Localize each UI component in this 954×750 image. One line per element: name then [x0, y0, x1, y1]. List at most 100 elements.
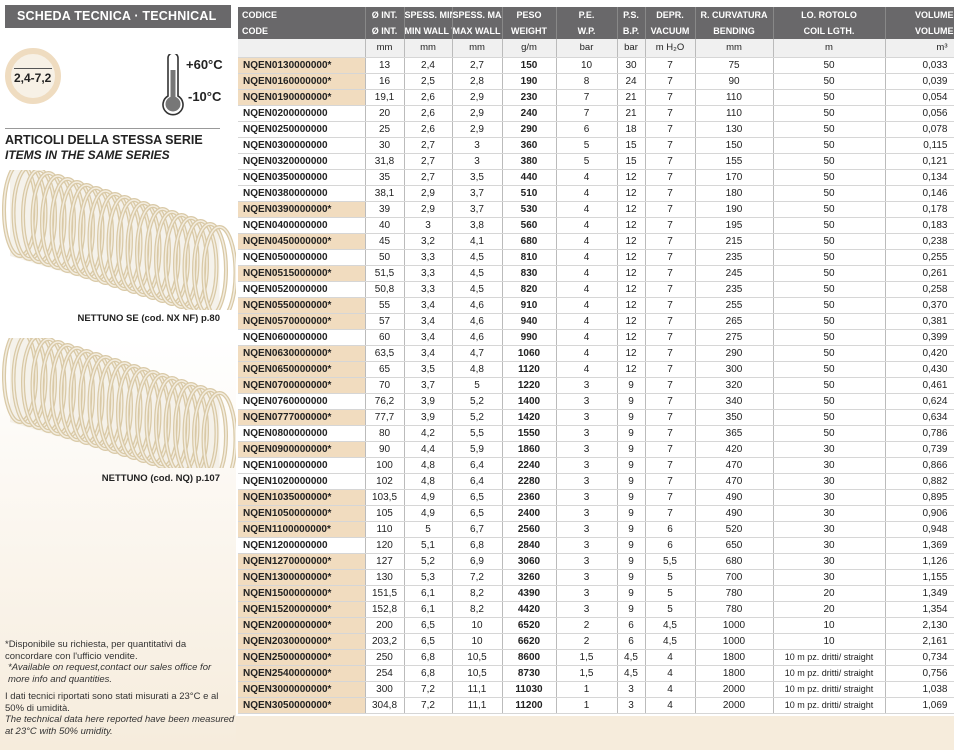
data-cell: 5,5: [645, 553, 696, 570]
data-cell: 820: [502, 281, 557, 298]
data-cell: 4: [556, 313, 618, 330]
table-row: NQEN0500000000 50 3,3 4,5 810 4 12 7 235 50 0,255: [238, 249, 954, 266]
table-row: NQEN0200000000 20 2,6 2,9 240 7 21 7 110 50 0,056: [238, 105, 954, 122]
data-cell: 7: [645, 377, 696, 394]
table-row: NQEN1000000000 100 4,8 6,4 2240 3 9 7 470 30 0,866: [238, 457, 954, 474]
data-cell: 3,4: [404, 313, 453, 330]
data-cell: 4: [556, 169, 618, 186]
data-cell: 7,2: [404, 681, 453, 698]
table-row: NQEN1020000000 102 4,8 6,4 2280 3 9 7 470 30 0,882: [238, 473, 954, 490]
data-cell: 50: [773, 313, 886, 330]
hose-image-nettuno-se: [2, 170, 236, 310]
data-cell: 7: [645, 409, 696, 426]
data-cell: 6,8: [404, 665, 453, 682]
data-cell: 195: [695, 217, 774, 234]
data-cell: 265: [695, 313, 774, 330]
data-cell: 4,7: [452, 345, 503, 362]
data-cell: 4,5: [452, 249, 503, 266]
data-cell: 1,5: [556, 649, 618, 666]
data-cell: 120: [365, 537, 405, 554]
data-cell: 3: [556, 601, 618, 618]
related-item-link[interactable]: NETTUNO SE (cod. NX NF) p.80: [77, 313, 220, 324]
data-cell: 4: [645, 681, 696, 698]
product-code: NQEN1000000000: [238, 457, 366, 474]
data-cell: 6: [645, 537, 696, 554]
data-cell: 6620: [502, 633, 557, 650]
data-cell: 3,3: [404, 249, 453, 266]
data-cell: 910: [502, 297, 557, 314]
note-availability-en: *Available on request,contact our sales …: [8, 662, 212, 685]
data-cell: 11,1: [452, 697, 503, 714]
data-cell: 19,1: [365, 89, 405, 106]
column-header: SPESS. MAX.: [452, 7, 503, 23]
product-code: NQEN1270000000*: [238, 553, 366, 570]
data-cell: 3: [556, 489, 618, 506]
data-cell: 6,8: [404, 649, 453, 666]
data-cell: 300: [365, 681, 405, 698]
data-cell: 65: [365, 361, 405, 378]
data-cell: 0,115: [885, 137, 954, 154]
data-cell: 7: [645, 185, 696, 202]
product-code: NQEN0450000000*: [238, 233, 366, 250]
data-cell: 8,2: [452, 601, 503, 618]
data-cell: 50: [773, 297, 886, 314]
data-cell: 155: [695, 153, 774, 170]
unit-cell: bar: [617, 39, 646, 58]
data-cell: 7: [645, 169, 696, 186]
note-conditions-it: I dati tecnici riportati sono stati misu…: [5, 691, 219, 714]
data-cell: 0,756: [885, 665, 954, 682]
data-cell: 7: [645, 473, 696, 490]
data-cell: 12: [617, 345, 646, 362]
data-cell: 7: [645, 105, 696, 122]
data-cell: 50: [773, 73, 886, 90]
product-code: NQEN0300000000: [238, 137, 366, 154]
data-cell: 2,7: [452, 57, 503, 74]
section-title: SCHEDA TECNICA · TECHNICAL DATA: [5, 5, 231, 46]
related-item-link[interactable]: NETTUNO (cod. NQ) p.107: [101, 473, 220, 484]
data-cell: 0,786: [885, 425, 954, 442]
data-cell: 1,155: [885, 569, 954, 586]
product-code: NQEN0350000000: [238, 169, 366, 186]
table-row: NQEN3000000000* 300 7,2 11,1 11030 1 3 4 2000 10 …: [238, 681, 954, 698]
table-row: NQEN0350000000 35 2,7 3,5 440 4 12 7 170 50 0,134: [238, 169, 954, 186]
data-cell: 90: [695, 73, 774, 90]
data-cell: 9: [617, 489, 646, 506]
data-cell: 7: [645, 313, 696, 330]
data-cell: 6,5: [452, 489, 503, 506]
data-cell: 50: [773, 409, 886, 426]
table-row: NQEN2030000000* 203,2 6,5 10 6620 2 6 4,5 1000 10…: [238, 633, 954, 650]
data-cell: 3: [452, 153, 503, 170]
data-cell: 7: [645, 89, 696, 106]
data-cell: 4,1: [452, 233, 503, 250]
data-cell: 0,895: [885, 489, 954, 506]
table-row: NQEN0630000000* 63,5 3,4 4,7 1060 4 12 7 290 50 0,…: [238, 345, 954, 362]
column-header: MIN WALL TH.: [404, 23, 453, 39]
data-cell: 105: [365, 505, 405, 522]
data-cell: 1,5: [556, 665, 618, 682]
data-cell: 5: [404, 521, 453, 538]
data-cell: 3,3: [404, 265, 453, 282]
data-cell: 9: [617, 569, 646, 586]
product-code: NQEN1500000000*: [238, 585, 366, 602]
data-cell: 2,9: [404, 185, 453, 202]
data-cell: 7: [645, 73, 696, 90]
data-cell: 6: [617, 617, 646, 634]
table-row: NQEN0777000000* 77,7 3,9 5,2 1420 3 9 7 350 50 0,6…: [238, 409, 954, 426]
data-cell: 12: [617, 297, 646, 314]
data-cell: 3: [556, 377, 618, 394]
data-cell: 780: [695, 585, 774, 602]
data-cell: 3,7: [404, 377, 453, 394]
unit-cell: [238, 39, 366, 58]
data-cell: 4,5: [452, 265, 503, 282]
data-cell: 7: [645, 281, 696, 298]
data-cell: 9: [617, 377, 646, 394]
data-cell: 3: [556, 553, 618, 570]
product-code: NQEN0200000000: [238, 105, 366, 122]
data-cell: 2,9: [404, 201, 453, 218]
product-code: NQEN0900000000*: [238, 441, 366, 458]
column-header: VOLUME: [885, 7, 954, 23]
data-cell: 3: [556, 585, 618, 602]
table-row: NQEN1100000000* 110 5 6,7 2560 3 9 6 520 30 0,948: [238, 521, 954, 538]
column-header: CODE: [238, 23, 366, 39]
table-row: NQEN0650000000* 65 3,5 4,8 1120 4 12 7 300 50 0,43…: [238, 361, 954, 378]
